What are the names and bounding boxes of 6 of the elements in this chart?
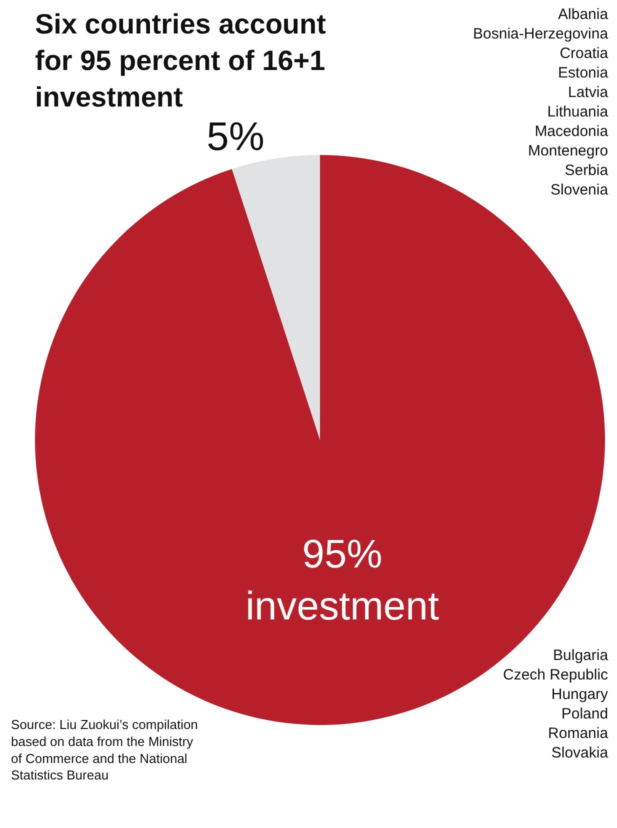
data-label: 95% investment (246, 532, 440, 629)
source-note: Source: Liu Zuokui’s compilation based on data from the Ministry of Commerce and the National Statistics Bureau (11, 717, 198, 783)
data-label: 5% (206, 115, 264, 160)
text: Albania Bosnia-Herzegovina Croatia Estonia Latvia Lithuania Macedonia Montenegro Serbia Slovenia (473, 6, 608, 198)
text: Bulgaria Czech Republic Hungary Poland Romania Slovakia (503, 647, 609, 762)
chart-title: Six countries account for 95 percent of 16+1 investment (35, 8, 326, 112)
